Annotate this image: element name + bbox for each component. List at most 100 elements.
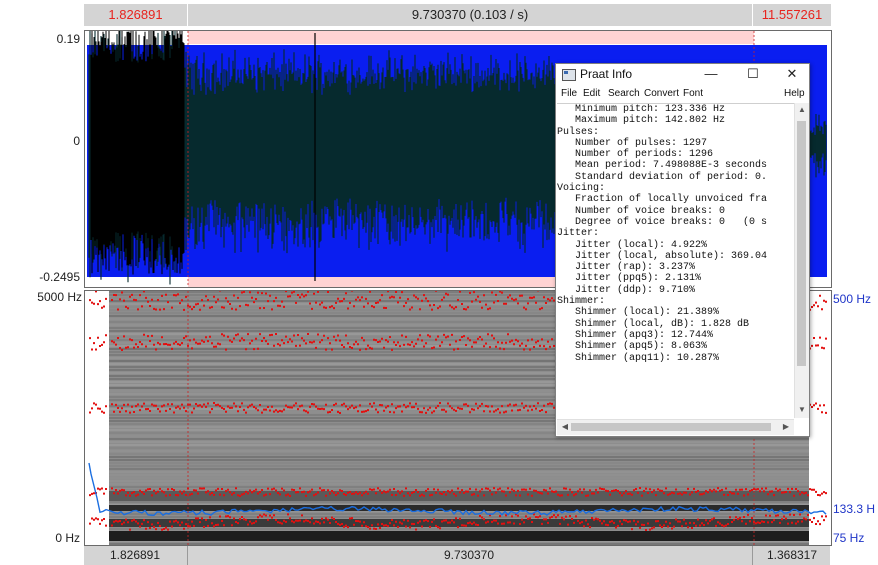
visible-duration[interactable]: 9.730370 (443, 548, 495, 562)
info-line: Pulses: (557, 126, 600, 138)
spectrogram-band (109, 513, 809, 515)
visible-end-time[interactable]: 1.368317 (766, 548, 818, 562)
spectrogram-band (109, 333, 809, 335)
spectrogram-band (109, 516, 809, 518)
vertical-scroll-thumb[interactable] (797, 121, 806, 366)
spectrogram-band (109, 384, 809, 386)
spectrogram-dark-band (109, 531, 809, 541)
pitch-value-label: 133.3 H (833, 502, 876, 516)
info-line: Fraction of locally unvoiced fra (557, 194, 768, 206)
selection-end-time[interactable]: 11.557261 (753, 4, 831, 26)
horizontal-scrollbar[interactable]: ◀ ▶ (557, 419, 794, 435)
spectrogram-band (109, 327, 809, 329)
selection-duration[interactable]: 9.730370 (0.103 / s) (188, 4, 752, 26)
scroll-left-icon[interactable]: ◀ (561, 422, 569, 431)
info-line: Jitter (local): 4.922% (557, 239, 708, 251)
menu-convert[interactable]: Convert (644, 88, 680, 99)
spectrogram-band (109, 351, 809, 353)
visible-start-time[interactable]: 1.826891 (109, 548, 161, 562)
spectrogram-band (109, 471, 809, 473)
info-line: Voicing: (557, 183, 606, 195)
spectrogram-band (109, 462, 809, 464)
spectrogram-band (109, 321, 809, 323)
spectrogram-band (109, 501, 809, 503)
menu-bar: File Edit Search Convert Font Help (556, 86, 809, 103)
pitch-contour (88, 462, 827, 517)
waveform-zero-label: 0 (73, 134, 80, 148)
window-title: Praat Info (580, 67, 633, 81)
maximize-icon[interactable]: ☐ (747, 66, 759, 81)
spectrogram-band (109, 336, 809, 338)
spectrogram-band (109, 456, 809, 458)
spectrogram-band (109, 345, 809, 347)
info-line: Mean period: 7.498088E-3 seconds (557, 160, 768, 172)
spectrogram-band (109, 426, 809, 428)
vertical-scrollbar[interactable]: ▲ ▼ (794, 103, 809, 418)
spectrogram-band (109, 330, 809, 332)
spectrogram-band (109, 360, 809, 362)
minimize-icon[interactable]: — (704, 66, 718, 81)
praat-app-icon (562, 69, 576, 81)
spectrogram-top-frequency-label: 5000 Hz (37, 290, 82, 304)
spectrogram-dark-band (109, 505, 809, 511)
spectrogram-band (109, 441, 809, 443)
horizontal-scroll-thumb[interactable] (571, 423, 771, 431)
spectrogram-band (109, 450, 809, 452)
scroll-down-icon[interactable]: ▼ (798, 405, 806, 414)
menu-help[interactable]: Help (784, 88, 805, 99)
spectrogram-band (109, 435, 809, 437)
spectrogram-band (109, 465, 809, 467)
waveform-signal-dense (90, 31, 185, 275)
scroll-right-icon[interactable]: ▶ (782, 422, 790, 431)
spectrogram-band (109, 453, 809, 455)
spectrogram-band (109, 381, 809, 383)
spectrogram-band (109, 486, 809, 488)
menu-search[interactable]: Search (608, 88, 640, 99)
spectrogram-bottom-frequency-label: 0 Hz (55, 531, 80, 545)
selection-start-time[interactable]: 1.826891 (84, 4, 187, 26)
spectrogram-band (109, 393, 809, 395)
spectrogram-band (109, 480, 809, 482)
close-icon[interactable]: ✕ (786, 66, 798, 81)
praat-info-window[interactable]: Praat Info — ☐ ✕ File Edit Search Conver… (555, 63, 810, 437)
info-line: Shimmer (local, dB): 1.828 dB (557, 318, 750, 330)
menu-edit[interactable]: Edit (583, 88, 601, 99)
pitch-top-label: 500 Hz (833, 292, 872, 306)
formant-track (89, 333, 827, 351)
spectrogram-band (109, 423, 809, 425)
spectrogram-band (109, 417, 809, 419)
info-line: Number of periods: 1296 (557, 149, 714, 161)
spectrogram-band (109, 387, 809, 389)
spectrogram-band (109, 543, 809, 545)
info-line: Jitter (ppq5): 2.131% (557, 273, 702, 285)
info-line: Standard deviation of period: 0. (557, 171, 768, 183)
selection-highlight-bottom (188, 277, 754, 287)
spectrogram-band (109, 294, 809, 296)
formant-track (89, 487, 827, 497)
spectrogram-band (109, 396, 809, 398)
menu-font[interactable]: Font (683, 88, 704, 99)
spectrogram-band (109, 309, 809, 311)
spectrogram-band (109, 399, 809, 401)
bar-divider (187, 546, 188, 565)
spectrogram-band (109, 366, 809, 368)
spectrogram-band (109, 357, 809, 359)
spectrogram-band (109, 477, 809, 479)
spectrogram-band (109, 474, 809, 476)
info-line: Shimmer (local): 21.389% (557, 307, 720, 319)
spectrogram-band (109, 369, 809, 371)
spectrogram-band (109, 414, 809, 416)
spectrogram-band (109, 438, 809, 440)
pitch-bottom-label: 75 Hz (833, 531, 865, 545)
spectrogram-band (109, 375, 809, 377)
spectrogram-band (109, 303, 809, 305)
info-text-area[interactable]: Minimum pitch: 123.336 Hz Maximum pitch:… (557, 103, 794, 418)
spectrogram-band (109, 390, 809, 392)
menu-file[interactable]: File (561, 88, 578, 99)
spectrogram-band (109, 312, 809, 314)
spectrogram-band (109, 315, 809, 317)
spectrogram-dark-band (109, 491, 809, 501)
window-title-bar[interactable]: Praat Info — ☐ ✕ (556, 64, 809, 86)
spectrogram-band (109, 342, 809, 344)
scroll-up-icon[interactable]: ▲ (798, 105, 806, 114)
